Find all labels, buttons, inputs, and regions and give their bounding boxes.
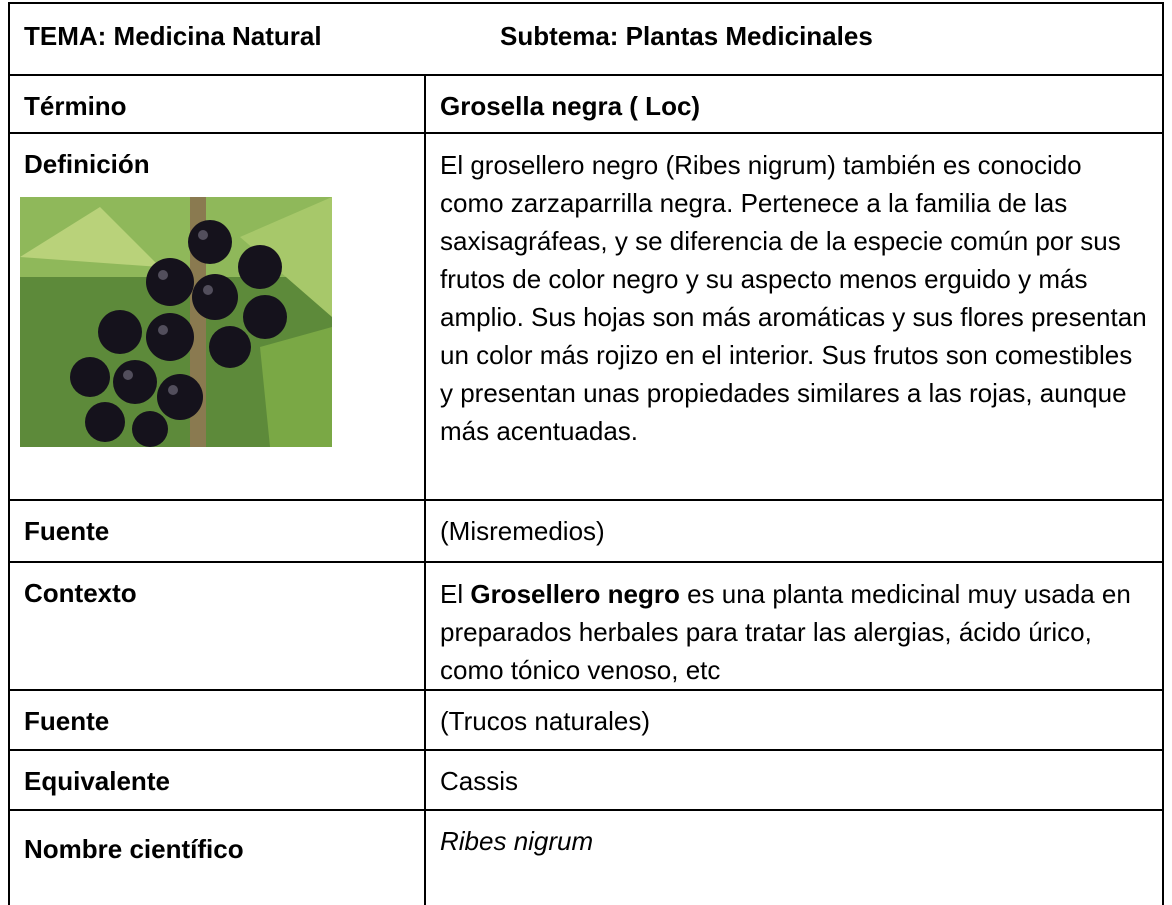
label: Definición: [24, 149, 150, 179]
equivalent: Cassis: [440, 766, 519, 796]
rule: [8, 499, 1164, 501]
term: Grosella negra ( Loc): [440, 91, 701, 121]
label: Contexto: [24, 578, 137, 608]
rule: [8, 689, 1164, 691]
context: El Grosellero negro es una planta medici…: [426, 563, 1162, 689]
rule: [424, 74, 426, 905]
bold-text: Grosellero negro: [470, 579, 680, 609]
rule: [8, 561, 1164, 563]
label: Nombre científico: [24, 834, 244, 864]
rule: [8, 809, 1164, 811]
text: El: [440, 579, 471, 609]
label: Equivalente: [24, 766, 170, 796]
text: es una planta medicinal muy usada en pre…: [440, 579, 1131, 685]
label: Fuente: [24, 516, 110, 546]
rule: [8, 749, 1164, 751]
tema: TEMA: Medicina Natural: [24, 21, 322, 51]
rule: [8, 2, 10, 905]
label: Término: [24, 91, 127, 121]
plant-photo: [20, 197, 332, 447]
rule: [8, 132, 1164, 134]
scientific-name: Ribes nigrum: [440, 826, 594, 856]
source: (Misremedios): [440, 516, 605, 546]
rule: [8, 2, 1164, 4]
label: Fuente: [24, 706, 110, 736]
source: (Trucos naturales): [440, 706, 650, 736]
subtema: Subtema: Plantas Medicinales: [500, 21, 873, 51]
rule: [8, 74, 1164, 76]
rule: [1162, 2, 1164, 905]
definition: El grosellero negro (Ribes nigrum) tambi…: [440, 150, 1147, 446]
